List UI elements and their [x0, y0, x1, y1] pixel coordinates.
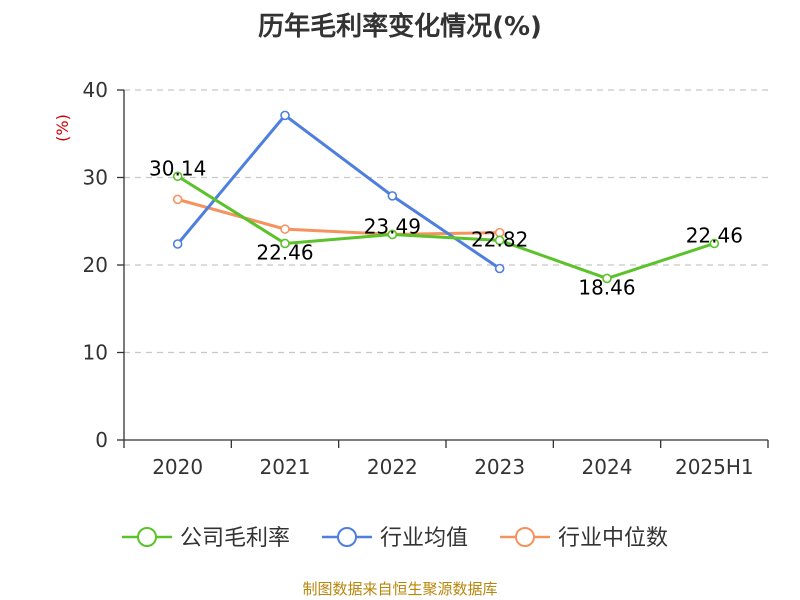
data-label: 18.46: [578, 275, 635, 299]
legend-marker: [515, 527, 535, 547]
data-point: [280, 238, 290, 249]
legend-label: 行业均值: [380, 526, 468, 551]
legend-marker: [137, 527, 157, 547]
data-point: [172, 239, 183, 249]
y-tick-label: 10: [83, 341, 108, 365]
data-labels: 30.14 22.46 23.49 22.82 18.46 22.46: [149, 156, 743, 299]
series: [172, 110, 720, 284]
legend-marker: [337, 527, 357, 547]
legend-item: 行业中位数: [500, 526, 668, 551]
data-point: [172, 171, 183, 182]
y-axis-title: (%): [53, 114, 72, 142]
data-point: [387, 229, 398, 240]
legend: 公司毛利率 行业均值 行业中位数: [122, 526, 668, 551]
data-point: [172, 194, 183, 205]
x-tick-label: 2025H1: [675, 455, 754, 479]
y-tick-label: 0: [95, 428, 108, 452]
data-label: 23.49: [364, 214, 421, 238]
series-line: [176, 174, 716, 280]
data-label: 22.46: [256, 240, 313, 264]
series-line: [176, 113, 502, 270]
legend-label: 行业中位数: [558, 526, 668, 551]
data-point: [387, 191, 398, 201]
data-label: 22.46: [686, 223, 743, 247]
data-point: [280, 224, 290, 234]
data-point: [280, 110, 290, 121]
x-tick-label: 2023: [474, 455, 525, 479]
y-tick-label: 40: [83, 78, 108, 102]
y-tick-label: 30: [83, 166, 108, 190]
axes: 0 10 20 30 40 2020 2021 2022 2023 2024 2025H1: [83, 78, 769, 479]
grid-lines: [124, 89, 768, 354]
y-tick-label: 20: [83, 253, 108, 277]
legend-item: 公司毛利率: [122, 526, 290, 551]
series-line: [176, 197, 502, 236]
data-point: [602, 273, 612, 284]
legend-label: 公司毛利率: [180, 526, 290, 551]
x-tick-label: 2021: [260, 455, 311, 479]
x-tick-label: 2020: [152, 455, 203, 479]
source-note: 制图数据来自恒生聚源数据库: [302, 580, 498, 598]
data-point: [494, 263, 505, 274]
chart-title: 历年毛利率变化情况(%): [258, 12, 542, 42]
legend-item: 行业均值: [322, 526, 468, 551]
data-point: [709, 238, 720, 249]
x-tick-label: 2022: [367, 455, 418, 479]
data-label: 22.82: [471, 227, 528, 251]
x-tick-label: 2024: [582, 455, 633, 479]
data-label: 30.14: [149, 156, 206, 180]
data-point: [494, 235, 505, 246]
